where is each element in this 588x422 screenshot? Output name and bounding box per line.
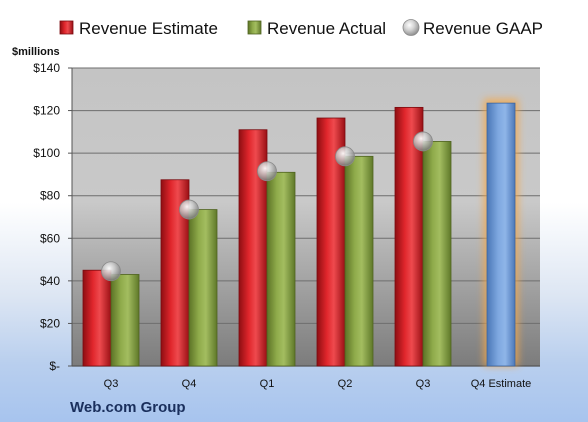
point-revenue-gaap-2	[257, 161, 277, 182]
y-axis-ticks: $- $20 $40 $60 $80 $100 $120 $140	[33, 61, 60, 373]
legend-label-revenue-gaap: Revenue GAAP	[423, 19, 543, 38]
y-tick-label: $-	[49, 359, 60, 373]
legend-label-revenue-estimate: Revenue Estimate	[79, 19, 218, 38]
y-tick-label: $60	[40, 231, 60, 245]
x-tick-label: Q3	[104, 378, 119, 390]
x-tick-label: Q3	[416, 378, 431, 390]
y-tick-label: $140	[33, 61, 60, 75]
bars	[82, 99, 518, 367]
y-tick-label: $80	[40, 189, 60, 203]
y-tick-label: $100	[33, 146, 60, 160]
x-tick-label: Q4	[182, 378, 197, 390]
point-revenue-gaap-1	[179, 199, 199, 220]
bar-revenue-estimate-4	[394, 106, 424, 367]
company-label: Web.com Group	[70, 399, 186, 416]
bar-revenue-actual-2	[266, 171, 296, 367]
bar-revenue-actual-1	[188, 209, 218, 367]
x-tick-label: Q1	[260, 378, 275, 390]
x-tick-label: Q2	[338, 378, 353, 390]
gridlines	[68, 67, 540, 367]
legend-swatch-revenue-gaap	[402, 19, 420, 36]
legend: Revenue Estimate Revenue Actual Revenue GA…	[59, 19, 543, 38]
y-axis-label: $millions	[12, 46, 60, 58]
bar-revenue-estimate-0	[82, 269, 112, 367]
x-axis-ticks: Q3 Q4 Q1 Q2 Q3 Q4 Estimate	[104, 378, 532, 390]
point-revenue-gaap-3	[335, 146, 355, 167]
bar-revenue-actual-4	[422, 141, 452, 367]
point-revenue-gaap-0	[101, 261, 121, 282]
bar-q4-estimate-projection	[486, 102, 516, 367]
plot-area	[72, 68, 540, 366]
legend-swatch-revenue-actual	[247, 20, 262, 35]
x-tick-label: Q4 Estimate	[471, 378, 532, 390]
legend-swatch-revenue-estimate	[59, 20, 74, 35]
legend-label-revenue-actual: Revenue Actual	[267, 19, 386, 38]
y-tick-label: $40	[40, 274, 60, 288]
y-tick-label: $20	[40, 316, 60, 330]
point-revenue-gaap-4	[413, 131, 433, 152]
bar-revenue-actual-3	[344, 155, 374, 367]
y-tick-label: $120	[33, 104, 60, 118]
bar-revenue-actual-0	[110, 274, 140, 367]
